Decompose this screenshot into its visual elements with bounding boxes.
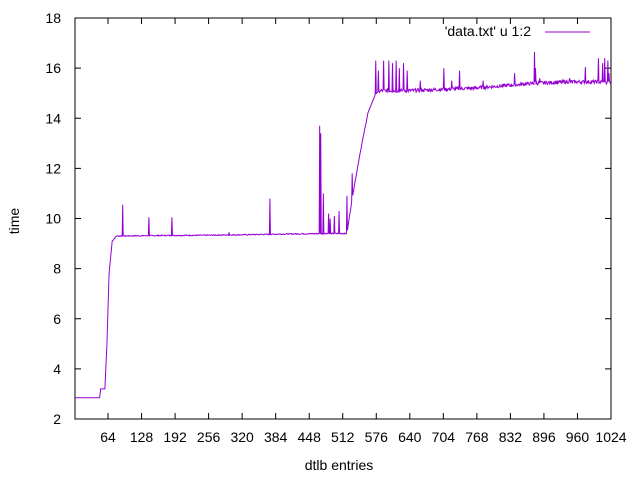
- x-tick-label: 768: [465, 429, 489, 445]
- x-tick-label: 448: [298, 429, 322, 445]
- y-tick-label: 10: [45, 211, 61, 227]
- x-tick-label: 320: [230, 429, 254, 445]
- x-tick-label: 192: [163, 429, 187, 445]
- y-tick-label: 4: [53, 361, 61, 377]
- x-tick-label: 384: [264, 429, 288, 445]
- y-tick-label: 2: [53, 411, 61, 427]
- y-tick-label: 18: [45, 10, 61, 26]
- axis-tick-labels: 64 128 192 256 320 384 448 512 576 640 704 768 832 89…: [45, 10, 626, 445]
- axis-ticks: [75, 17, 612, 420]
- y-tick-label: 16: [45, 60, 61, 76]
- series-layer: [75, 51, 612, 399]
- x-tick-label: 640: [398, 429, 422, 445]
- legend-label: 'data.txt' u 1:2: [445, 23, 532, 39]
- x-tick-label: 64: [100, 429, 116, 445]
- x-tick-label: 960: [566, 429, 590, 445]
- series-line: [75, 51, 612, 399]
- x-tick-label: 128: [130, 429, 154, 445]
- x-tick-label: 256: [197, 429, 221, 445]
- y-tick-label: 14: [45, 110, 61, 126]
- x-tick-label: 832: [499, 429, 523, 445]
- x-axis-title: dtlb entries: [305, 457, 373, 473]
- y-tick-label: 6: [53, 311, 61, 327]
- y-tick-label: 12: [45, 160, 61, 176]
- x-tick-label: 512: [331, 429, 355, 445]
- y-tick-label: 8: [53, 261, 61, 277]
- y-axis-title: time: [6, 208, 22, 235]
- legend: 'data.txt' u 1:2: [445, 23, 590, 39]
- x-tick-label: 704: [432, 429, 456, 445]
- x-tick-label: 1024: [595, 429, 626, 445]
- x-tick-label: 576: [365, 429, 389, 445]
- x-tick-label: 896: [532, 429, 556, 445]
